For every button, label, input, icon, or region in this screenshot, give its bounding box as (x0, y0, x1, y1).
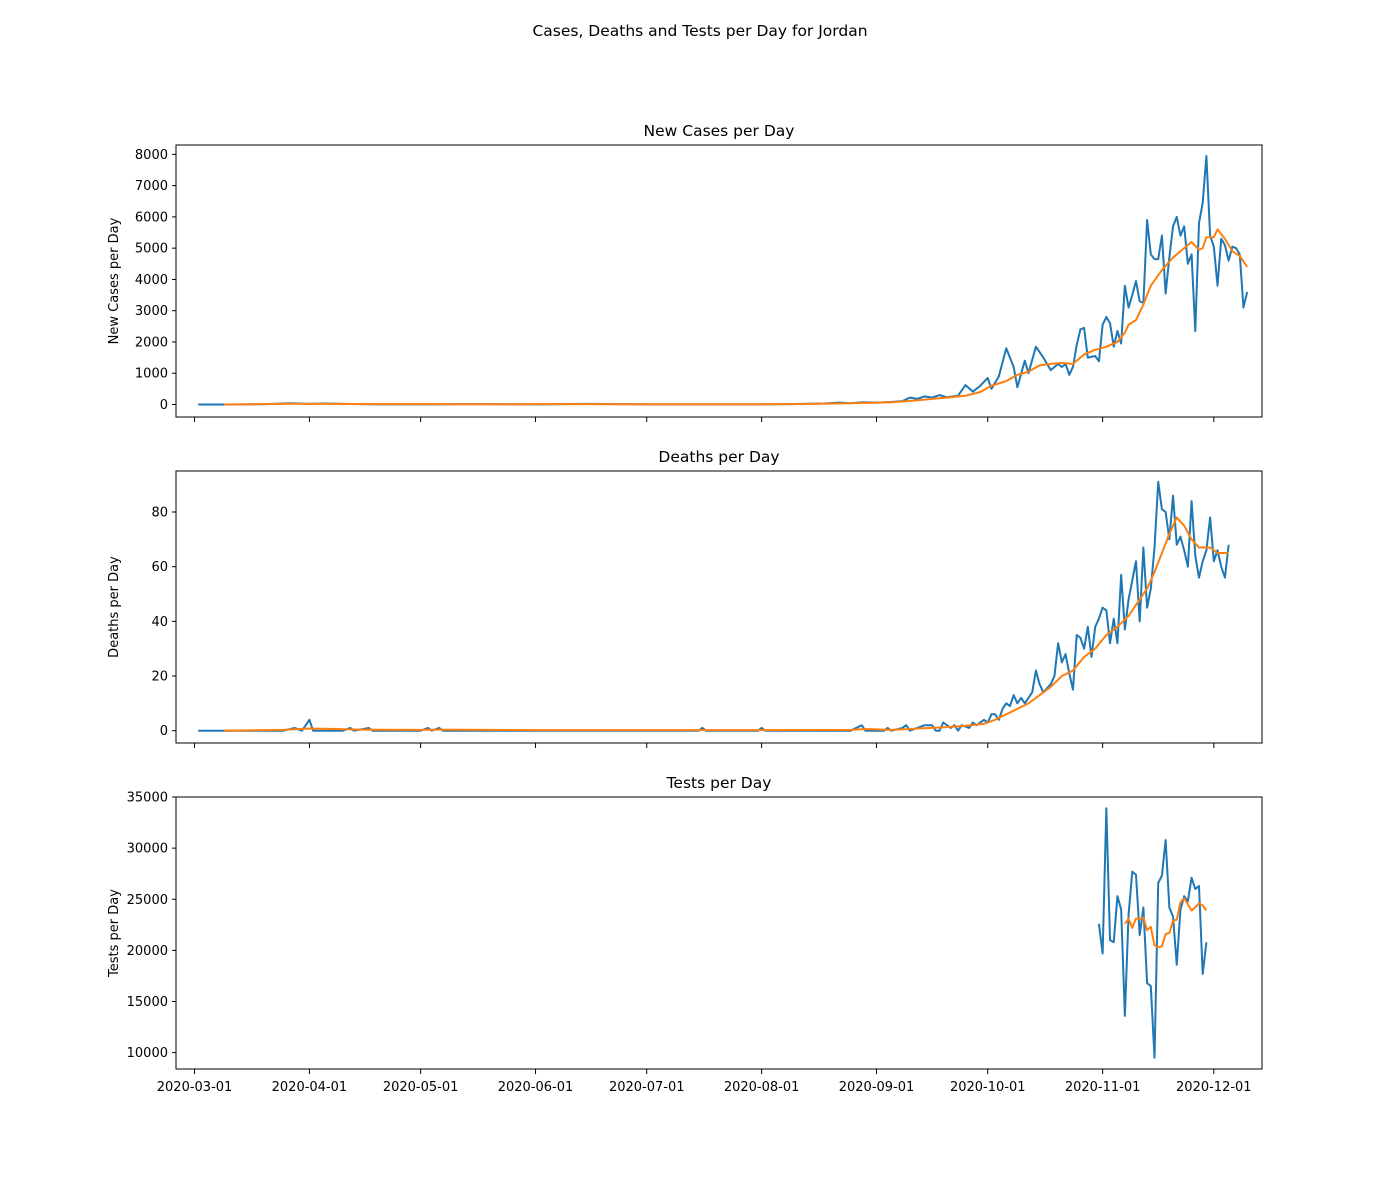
x-tick-label: 2020-07-01 (609, 1080, 685, 1095)
subplot-title: Tests per Day (666, 774, 772, 792)
y-tick-label: 35000 (127, 791, 168, 806)
y-tick-label: 7000 (135, 179, 168, 194)
y-axis-label: New Cases per Day (107, 217, 122, 344)
y-tick-label: 5000 (135, 242, 168, 257)
x-tick-label: 2020-05-01 (383, 1080, 459, 1095)
x-tick-label: 2020-03-01 (157, 1080, 233, 1095)
daily-series-line (1097, 807, 1208, 1059)
subplot-title: New Cases per Day (644, 122, 795, 140)
y-tick-label: 40 (151, 615, 168, 630)
x-tick-label: 2020-09-01 (839, 1080, 915, 1095)
subplots: New Cases per Day New Cases per Day 0 1000 2… (107, 122, 1263, 1095)
y-tick-label: 30000 (127, 842, 168, 857)
y-axis-label: Deaths per Day (107, 556, 122, 658)
plot-frame (175, 144, 1263, 418)
y-tick-label: 1000 (135, 367, 168, 382)
series-group (198, 154, 1249, 406)
series-group (198, 480, 1230, 732)
x-tick-label: 2020-10-01 (950, 1080, 1026, 1095)
subplot-2: Deaths per Day Deaths per Day 0 20 40 60 80 (107, 448, 1263, 748)
plot-frame (175, 796, 1263, 1070)
y-tick-label: 20000 (127, 944, 168, 959)
x-tick-label: 2020-12-01 (1176, 1080, 1252, 1095)
y-tick-label: 10000 (127, 1046, 168, 1061)
y-tick-label: 0 (160, 398, 168, 413)
average-series-line (224, 516, 1229, 732)
figure-title: Cases, Deaths and Tests per Day for Jord… (532, 22, 867, 40)
average-series-line (224, 228, 1248, 406)
average-series-line (1124, 897, 1208, 949)
y-tick-label: 0 (160, 724, 168, 739)
y-tick-label: 25000 (127, 893, 168, 908)
y-tick-label: 3000 (135, 304, 168, 319)
y-tick-label: 80 (151, 506, 168, 521)
plot-frame (175, 470, 1263, 744)
y-axis-label: Tests per Day (107, 889, 122, 978)
y-tick-label: 20 (151, 670, 168, 685)
y-tick-label: 60 (151, 560, 168, 575)
subplot-title: Deaths per Day (658, 448, 779, 466)
series-group (1097, 807, 1208, 1059)
x-tick-label: 2020-11-01 (1065, 1080, 1141, 1095)
subplot-1: New Cases per Day New Cases per Day 0 1000 2… (107, 122, 1263, 422)
x-tick-label: 2020-06-01 (498, 1080, 574, 1095)
y-tick-label: 6000 (135, 210, 168, 225)
y-tick-label: 4000 (135, 273, 168, 288)
y-tick-label: 2000 (135, 335, 168, 350)
y-tick-label: 8000 (135, 148, 168, 163)
subplot-3: Tests per Day Tests per Day 10000 15000 2000… (107, 774, 1263, 1095)
x-tick-label: 2020-08-01 (724, 1080, 800, 1095)
x-tick-label: 2020-04-01 (272, 1080, 348, 1095)
y-tick-label: 15000 (127, 995, 168, 1010)
